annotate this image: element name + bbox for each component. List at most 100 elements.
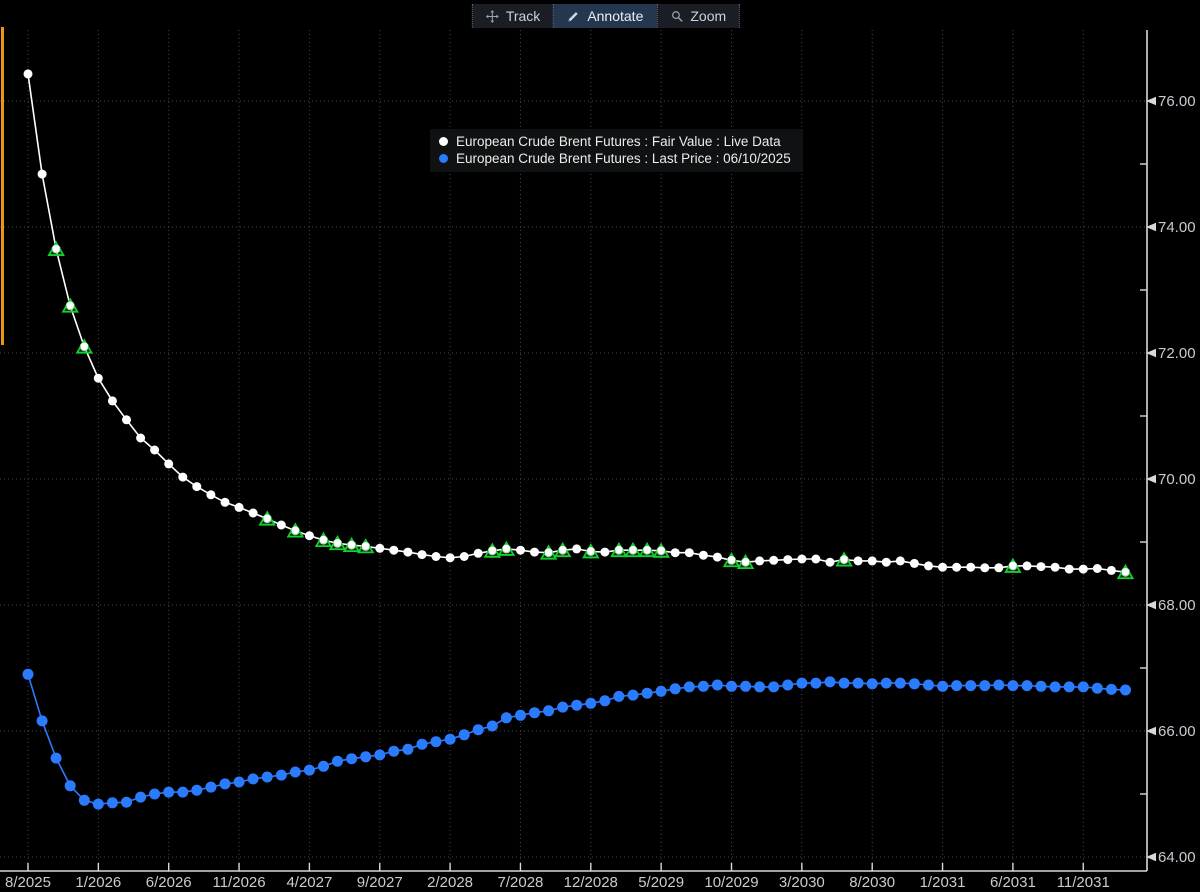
y-axis-label: 72.00 (1158, 345, 1196, 362)
last-price-point (500, 712, 512, 724)
fair-value-point (502, 544, 511, 553)
fair-value-point (727, 555, 736, 564)
last-price-point (22, 668, 34, 680)
annotate-button[interactable]: Annotate (553, 4, 657, 28)
legend-item-last-price[interactable]: European Crude Brent Futures : Last Pric… (439, 150, 791, 167)
last-price-point (106, 797, 118, 809)
fair-value-point (924, 561, 933, 571)
fair-value-point (769, 555, 779, 565)
y-tick-arrow-icon (1146, 222, 1156, 232)
track-move-icon (485, 9, 499, 23)
fair-value-point (347, 540, 356, 549)
fair-value-point (66, 301, 75, 310)
fair-value-point (938, 562, 948, 572)
last-price-point (149, 788, 161, 800)
legend-item-fair-value[interactable]: European Crude Brent Futures : Fair Valu… (439, 133, 791, 150)
highlight-bar-orange (1, 27, 4, 345)
fair-value-point (797, 554, 807, 564)
fair-value-point (670, 548, 680, 558)
x-axis-label: 7/2028 (498, 874, 544, 891)
last-price-point (275, 769, 287, 781)
fair-value-point (431, 552, 441, 561)
last-price-swatch-icon (439, 154, 448, 163)
last-price-point (810, 677, 822, 689)
x-axis-label: 6/2031 (990, 874, 1036, 891)
x-axis-label: 3/2030 (779, 874, 825, 891)
chart-legend: European Crude Brent Futures : Fair Valu… (430, 129, 803, 172)
fair-value-point (488, 546, 497, 555)
last-price-point (754, 681, 766, 693)
last-price-point (360, 751, 372, 763)
last-price-line (27, 674, 1126, 805)
last-price-point (1105, 683, 1117, 695)
fair-value-point (1121, 567, 1130, 576)
x-axis-label: 8/2030 (849, 874, 895, 891)
fair-value-point (206, 490, 216, 500)
last-price-point (740, 680, 752, 692)
last-price-point (78, 794, 90, 806)
x-axis-label: 5/2029 (638, 874, 684, 891)
fair-value-point (867, 556, 877, 566)
last-price-point (219, 778, 231, 790)
annotate-button-label: Annotate (587, 8, 644, 24)
last-price-point (36, 715, 48, 727)
y-tick-arrow-icon (1146, 96, 1156, 106)
y-tick-arrow-icon (1146, 852, 1156, 862)
fair-value-point (712, 552, 722, 562)
last-price-point (880, 677, 892, 689)
last-price-point (261, 771, 273, 783)
last-price-point (711, 679, 723, 691)
x-axis-label: 1/2031 (920, 874, 966, 891)
fair-value-point (445, 553, 455, 563)
fair-value-point (558, 545, 567, 554)
fair-value-point (587, 547, 595, 555)
fair-value-point (150, 445, 160, 455)
last-price-point (247, 773, 259, 785)
x-axis-label: 2/2028 (427, 874, 473, 891)
last-price-point (557, 701, 569, 713)
last-price-point (402, 743, 414, 755)
last-price-point (852, 677, 864, 689)
fair-value-point (698, 550, 708, 560)
fair-value-point (840, 555, 848, 563)
y-axis-label: 76.00 (1158, 93, 1196, 110)
fair-value-point (1064, 564, 1074, 574)
fair-value-point (643, 545, 651, 554)
fair-value-point (825, 557, 835, 567)
x-axis-label: 10/2029 (704, 874, 758, 891)
legend-label-fair-value: European Crude Brent Futures : Fair Valu… (456, 134, 781, 149)
fair-value-point (1036, 562, 1046, 572)
last-price-point (121, 796, 132, 808)
last-price-point (92, 798, 104, 810)
last-price-point (726, 680, 737, 692)
fair-value-point (122, 415, 131, 425)
last-price-point (669, 683, 681, 695)
fair-value-point (684, 548, 694, 558)
last-price-point (937, 680, 949, 692)
last-price-point (683, 681, 695, 693)
last-price-point (1049, 681, 1061, 693)
last-price-point (782, 679, 794, 691)
fair-value-point (403, 547, 413, 557)
last-price-point (866, 678, 878, 690)
x-axis-label: 12/2028 (564, 874, 618, 891)
fair-value-point (572, 544, 582, 554)
fair-value-point (291, 526, 300, 534)
fair-value-point (952, 562, 962, 572)
fair-value-point (994, 563, 1004, 573)
fair-value-point (1106, 565, 1116, 575)
fair-value-point (23, 69, 33, 79)
x-axis-label: 11/2026 (212, 874, 265, 891)
zoom-button[interactable]: Zoom (656, 4, 739, 28)
last-price-point (486, 720, 498, 732)
last-price-point (163, 786, 175, 798)
track-button[interactable]: Track (471, 4, 553, 28)
last-price-point (303, 764, 315, 776)
last-price-point (599, 695, 611, 707)
fair-value-point (741, 557, 750, 566)
last-price-point (205, 781, 217, 793)
last-price-point (1120, 684, 1131, 696)
fair-value-point (1092, 564, 1102, 573)
fair-value-point (1078, 564, 1088, 574)
fair-value-point (755, 556, 765, 566)
